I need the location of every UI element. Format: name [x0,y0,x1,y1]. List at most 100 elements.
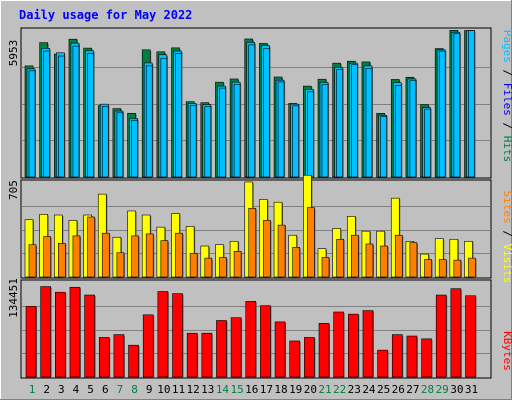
x-tick-label-day-5: 5 [87,383,94,396]
bar-pages-day-3 [57,55,65,178]
panel-hits: 5953 Pages / Files / Hits [7,27,512,179]
bar-kbytes-day-10 [157,291,169,378]
bar-sites-day-16 [248,207,257,278]
bar-kbytes-day-31 [465,295,476,378]
bar-pages-day-1 [28,70,36,178]
bar-kbytes-day-4 [69,286,81,378]
panel-kbytes-legend: KBytes [501,331,512,371]
panel-visits-bars [22,174,490,278]
x-tick-label-day-23: 23 [348,383,361,396]
bar-pages-day-29 [438,50,446,178]
x-tick-label-day-29: 29 [436,383,449,396]
bar-kbytes-day-14 [216,320,227,378]
bar-pages-day-7 [116,112,124,178]
bar-pages-day-22 [336,69,343,178]
bar-kbytes-day-25 [377,349,388,378]
chart-title: Daily usage for May 2022 [19,8,192,22]
x-tick-label-day-28: 28 [421,383,434,396]
x-tick-label-day-18: 18 [274,383,287,396]
bar-pages-day-4 [72,45,80,178]
legend-pages: Pages [501,30,512,63]
bar-pages-day-24 [365,68,373,178]
panel-visits: 705 Sites / Visits [7,174,512,284]
bar-sites-day-26 [394,234,403,278]
bar-kbytes-day-23 [347,313,359,378]
panel-hits-legend: Pages / Files / Hits [501,30,512,163]
bar-pages-day-17 [263,48,270,178]
panel-visits-scale-label: 705 [7,180,20,200]
bar-kbytes-day-15 [230,317,242,378]
bar-sites-day-29 [438,259,447,278]
bar-sites-day-31 [468,257,476,278]
bar-pages-day-23 [350,64,358,178]
bar-sites-day-5 [87,216,95,278]
x-tick-label-day-27: 27 [406,383,419,396]
bar-kbytes-day-22 [333,311,344,378]
bar-pages-day-31 [468,30,475,178]
bar-pages-day-2 [43,50,50,178]
panel-kbytes: 134451 KBytes [7,278,512,379]
bar-sites-day-27 [409,242,418,278]
bar-pages-day-21 [321,84,329,178]
bar-sites-day-13 [204,257,213,278]
bar-sites-day-2 [43,236,51,278]
x-tick-label-day-19: 19 [289,383,302,396]
bar-sites-day-8 [131,235,139,278]
bar-pages-day-18 [277,81,285,178]
bar-kbytes-day-29 [435,294,447,378]
x-tick-label-day-21: 21 [318,383,331,396]
bar-pages-day-30 [453,33,461,178]
bar-kbytes-day-21 [318,323,330,378]
bar-pages-day-15 [233,84,241,178]
bar-pages-day-14 [219,87,226,178]
x-tick-label-day-1: 1 [29,383,36,396]
bar-sites-day-17 [263,220,271,278]
bar-pages-day-16 [248,44,256,178]
bar-sites-day-10 [160,240,169,278]
panel-visits-legend: Sites / Visits [501,191,512,284]
x-tick-label-day-11: 11 [172,383,185,396]
bar-sites-day-19 [292,247,301,278]
bar-sites-day-24 [365,243,374,278]
bar-kbytes-day-28 [421,338,432,378]
panel-kbytes-bars [22,286,490,378]
bar-kbytes-day-13 [201,332,213,378]
bar-kbytes-day-27 [406,335,418,378]
bar-sites-day-11 [175,232,183,278]
panel-kbytes-scale-label: 134451 [7,278,20,318]
bar-sites-day-15 [233,251,242,278]
x-tick-label-day-20: 20 [304,383,317,396]
bar-pages-day-6 [101,106,109,178]
bar-sites-day-6 [101,232,110,278]
panel-hits-scale-label: 5953 [7,40,20,67]
bar-kbytes-day-30 [450,288,462,378]
bar-pages-day-28 [424,108,431,178]
x-tick-label-day-9: 9 [146,383,153,396]
x-tick-label-day-26: 26 [392,383,405,396]
bar-sites-day-9 [145,233,154,278]
x-tick-label-day-22: 22 [333,383,346,396]
bar-sites-day-3 [57,243,66,278]
bar-kbytes-day-1 [25,306,37,378]
bar-sites-day-20 [307,207,315,278]
bar-sites-day-18 [277,224,286,278]
legend-files: Files [501,83,512,116]
bar-pages-day-5 [87,53,94,178]
x-tick-label-day-16: 16 [245,383,258,396]
bar-sites-day-28 [424,259,432,278]
x-tick-label-day-13: 13 [201,383,214,396]
bar-kbytes-day-8 [128,344,139,378]
x-tick-label-day-17: 17 [260,383,273,396]
x-tick-label-day-12: 12 [187,383,200,396]
x-tick-label-day-14: 14 [216,383,230,396]
x-tick-label-day-2: 2 [43,383,50,396]
bar-kbytes-day-7 [113,334,125,378]
bar-pages-day-13 [204,106,212,178]
x-tick-label-day-10: 10 [157,383,170,396]
bar-sites-day-30 [453,259,462,278]
x-tick-label-day-31: 31 [465,383,478,396]
bar-kbytes-day-3 [54,291,66,378]
bar-pages-day-9 [145,65,153,178]
legend-hits: Hits [501,136,512,163]
bar-kbytes-day-17 [260,305,271,378]
